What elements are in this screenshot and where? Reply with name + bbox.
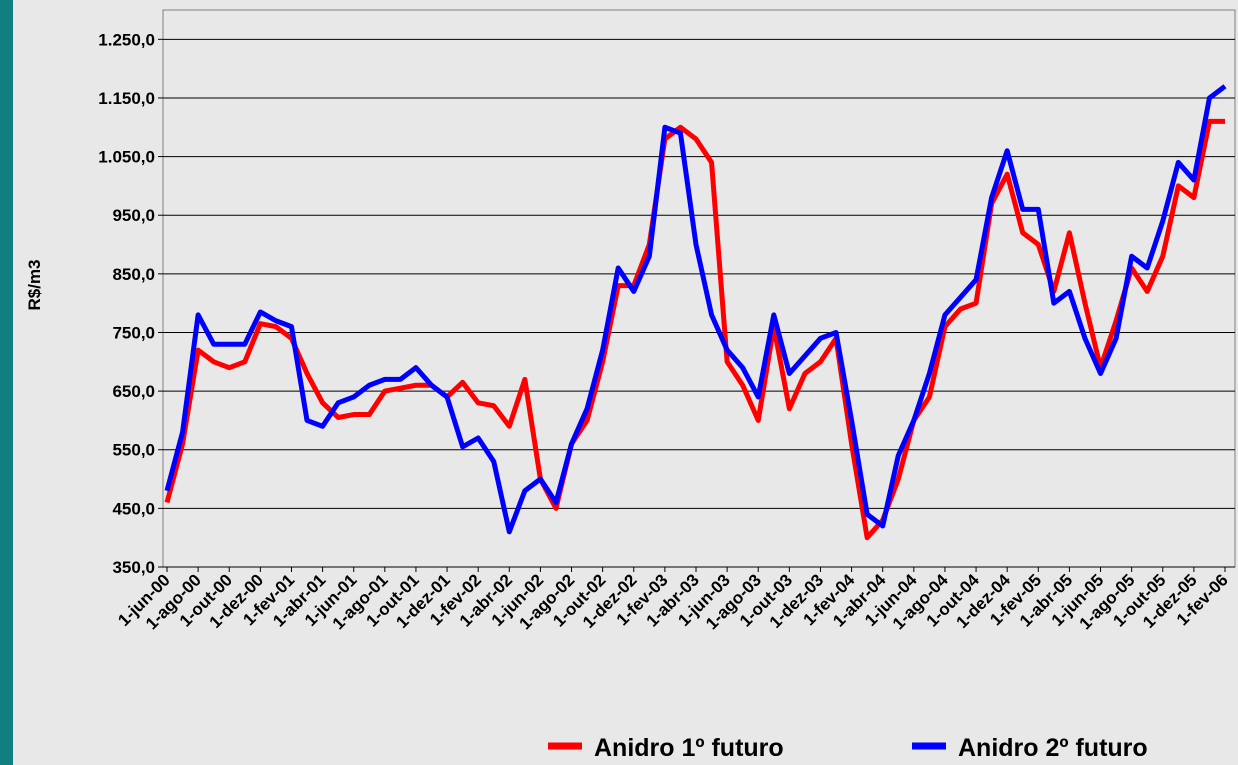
y-axis-label: R$/m3 <box>25 259 44 310</box>
y-tick-label: 650,0 <box>112 382 155 401</box>
y-tick-label: 750,0 <box>112 323 155 342</box>
legend-label: Anidro 1º futuro <box>594 734 784 762</box>
plot-area <box>162 9 1236 568</box>
y-tick-label: 850,0 <box>112 265 155 284</box>
y-tick-label: 450,0 <box>112 499 155 518</box>
legend: Anidro 1º futuro Anidro 2º futuro <box>548 734 1148 762</box>
side-stripe <box>0 0 13 765</box>
y-tick-label: 950,0 <box>112 206 155 225</box>
y-tick-label: 1.150,0 <box>98 89 155 108</box>
y-tick-label: 550,0 <box>112 441 155 460</box>
y-tick-label: 350,0 <box>112 558 155 577</box>
y-tick-label: 1.250,0 <box>98 30 155 49</box>
legend-label: Anidro 2º futuro <box>958 734 1148 762</box>
y-tick-label: 1.050,0 <box>98 148 155 167</box>
series-line <box>164 84 1227 535</box>
